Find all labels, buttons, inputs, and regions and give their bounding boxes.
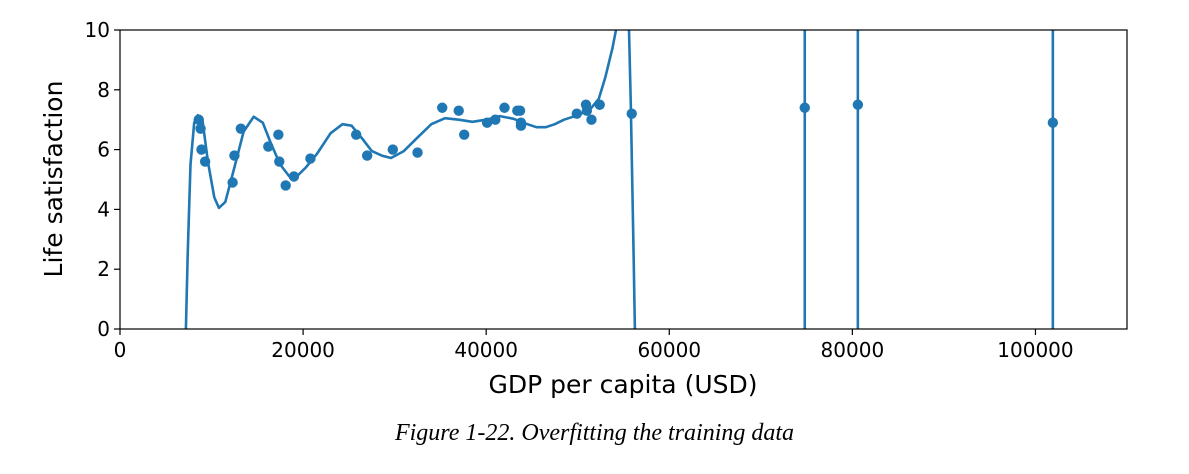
x-axis-label: GDP per capita (USD) [489,370,758,399]
y-tick-label: 4 [97,197,110,221]
data-point-14 [361,150,373,161]
data-point-13 [350,129,362,140]
data-point-21 [490,114,501,125]
y-tick-label: 10 [85,18,110,42]
data-point-27 [571,108,583,119]
data-point-11 [288,171,300,182]
data-point-26 [515,120,527,131]
data-point-10 [280,180,291,191]
plot-frame [119,29,1128,330]
data-points [193,99,1059,191]
y-axis-ticks: 0 2 4 6 8 10 [85,18,120,341]
data-point-3 [199,156,211,167]
data-point-34 [852,99,864,110]
figure-caption: Figure 1-22. Overfitting the training da… [394,420,795,446]
x-tick-label: 60000 [637,338,701,362]
data-point-8 [273,129,284,140]
y-tick-label: 6 [97,138,110,162]
x-axis-ticks: 0 20000 40000 60000 80000 100000 [114,329,1074,362]
data-point-31 [594,99,605,110]
data-point-9 [274,156,285,167]
data-point-20 [481,117,493,128]
data-point-15 [387,144,399,155]
x-tick-label: 20000 [271,338,335,362]
x-tick-label: 0 [114,338,127,362]
data-point-17 [437,102,448,113]
data-point-33 [799,102,810,113]
x-tick-label: 40000 [454,338,518,362]
data-point-4 [227,177,238,188]
x-tick-label: 100000 [997,338,1073,362]
data-point-24 [514,105,526,116]
y-tick-label: 2 [97,257,110,281]
data-point-16 [412,147,423,158]
data-point-7 [263,141,274,152]
y-tick-label: 0 [97,317,110,341]
data-point-29 [581,105,593,116]
data-point-0 [193,114,204,125]
data-point-1 [195,123,206,134]
data-point-35 [1047,117,1059,128]
data-point-32 [626,108,637,119]
data-point-2 [196,144,207,155]
plot-area [184,30,1059,329]
data-point-18 [453,105,464,116]
y-tick-label: 8 [97,78,110,102]
data-point-22 [499,102,510,113]
data-point-30 [586,114,597,125]
x-tick-label: 80000 [821,338,885,362]
vertical-lines [803,30,1055,329]
data-point-5 [229,150,240,161]
data-point-6 [235,123,247,134]
y-axis-label: Life satisfaction [39,81,68,278]
data-point-19 [459,129,470,140]
data-point-12 [305,153,316,164]
fit-curve [184,30,637,329]
